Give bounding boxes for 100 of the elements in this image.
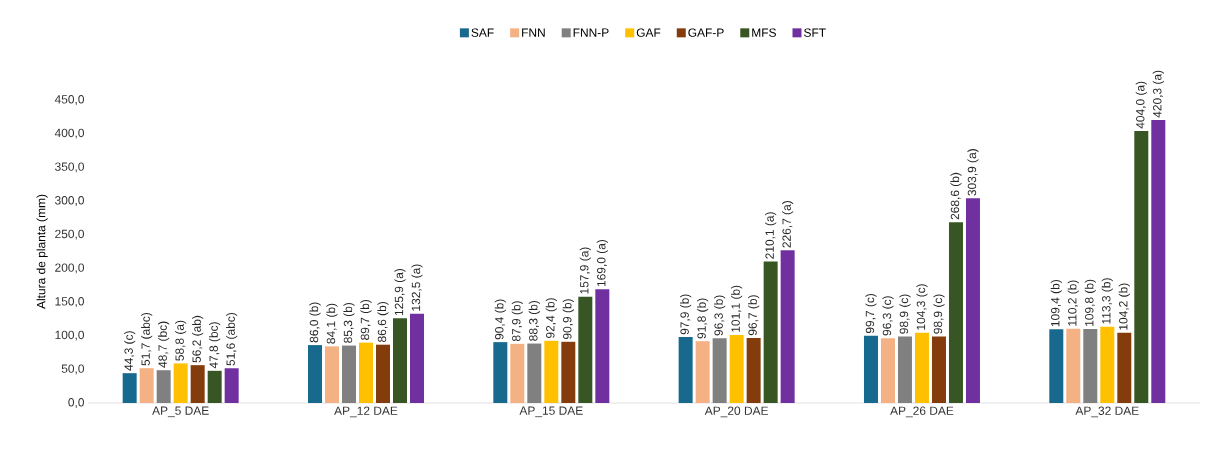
- y-tick-label: 50,0: [61, 364, 85, 375]
- bar: [780, 250, 795, 403]
- legend-label: GAF: [636, 28, 661, 37]
- data-label: 96,3 (b): [714, 295, 726, 336]
- bar: [965, 198, 980, 403]
- data-label: 125,9 (a): [394, 268, 406, 316]
- x-tick-label: AP_12 DAE: [334, 406, 398, 418]
- data-label: 91,8 (b): [697, 298, 709, 339]
- x-tick-label: AP_32 DAE: [1075, 406, 1139, 418]
- bar: [712, 338, 727, 403]
- bar: [207, 370, 222, 403]
- y-tick-label: 0,0: [68, 398, 85, 408]
- bar: [1049, 329, 1064, 403]
- data-label: 99,7 (c): [865, 293, 877, 334]
- data-label: 51,7 (abc): [141, 312, 153, 366]
- bar: [1083, 329, 1098, 403]
- bar: [307, 345, 322, 403]
- data-label: 86,0 (b): [309, 302, 321, 343]
- data-label: 58,8 (a): [175, 320, 187, 361]
- bar: [392, 318, 407, 403]
- data-label: 51,6 (abc): [226, 312, 238, 366]
- y-tick-label: 300,0: [55, 196, 85, 206]
- x-tick-label: AP_5 DAE: [152, 406, 209, 418]
- data-label: 96,3 (c): [882, 296, 894, 336]
- y-tick-label: 200,0: [55, 263, 85, 274]
- data-label: 109,4 (b): [1050, 280, 1062, 327]
- legend-label: FNN-P: [573, 28, 609, 37]
- data-label: 110,2 (b): [1067, 280, 1079, 326]
- data-label: 44,3 (c): [124, 331, 136, 371]
- y-tick-label: 250,0: [55, 229, 85, 240]
- data-label: 132,5 (a): [411, 264, 423, 311]
- data-label: 90,9 (b): [562, 299, 574, 340]
- data-label: 157,9 (a): [579, 247, 591, 294]
- bar: [678, 337, 693, 403]
- bar: [510, 343, 525, 403]
- y-tick-label: 400,0: [54, 128, 85, 139]
- x-tick-label: AP_15 DAE: [519, 406, 583, 418]
- bar: [931, 336, 946, 403]
- data-label: 90,4 (b): [494, 299, 506, 340]
- bar: [493, 342, 508, 403]
- y-tick-label: 100,0: [55, 330, 85, 341]
- bar: [409, 313, 424, 403]
- bar: [695, 341, 710, 403]
- data-label: 109,8 (b): [1084, 279, 1096, 326]
- data-label: 48,7 (bc): [158, 321, 170, 368]
- data-label: 85,3 (b): [343, 302, 355, 343]
- data-label: 47,8 (bc): [209, 322, 221, 369]
- data-label: 97,9 (b): [680, 294, 692, 335]
- data-label: 92,4 (b): [545, 298, 557, 339]
- data-label: 104,3 (c): [916, 284, 928, 330]
- bar: [156, 370, 171, 403]
- data-label: 87,9 (b): [511, 301, 523, 342]
- bar: [341, 345, 356, 403]
- data-label: 104,2 (b): [1118, 283, 1130, 330]
- bar: [897, 336, 912, 403]
- bar: [1117, 332, 1132, 403]
- x-tick-label: AP_20 DAE: [704, 406, 769, 418]
- bar: [358, 342, 373, 403]
- data-label: 226,7 (a): [782, 201, 794, 248]
- bar: [544, 340, 559, 403]
- data-label: 268,6 (b): [950, 172, 962, 220]
- bar: [173, 363, 188, 403]
- legend-label: FNN: [522, 28, 545, 37]
- data-label: 169,0 (a): [596, 239, 608, 287]
- bar: [578, 296, 593, 403]
- bar: [1151, 119, 1166, 403]
- bar: [746, 337, 761, 403]
- data-label: 101,1 (b): [731, 285, 743, 332]
- data-label: 86,6 (b): [377, 302, 389, 342]
- data-label: 420,3 (a): [1152, 70, 1164, 118]
- data-label: 113,3 (b): [1101, 278, 1113, 324]
- y-tick-label: 450,0: [54, 95, 85, 105]
- x-tick-label: AP_26 DAE: [890, 406, 954, 418]
- legend-label: GAF-P: [688, 28, 724, 37]
- bar: [1100, 326, 1115, 403]
- bar: [1134, 130, 1149, 403]
- y-tick-label: 150,0: [55, 297, 85, 307]
- bar: [190, 365, 205, 403]
- bar: [324, 346, 339, 403]
- bar: [139, 368, 154, 403]
- y-tick-label: 350,0: [55, 162, 85, 173]
- bar: [948, 222, 963, 403]
- bar: [880, 338, 895, 403]
- data-label: 56,2 (ab): [192, 315, 204, 363]
- data-label: 404,0 (a): [1135, 81, 1147, 129]
- data-label: 88,3 (b): [528, 300, 540, 341]
- data-label: 98,9 (c): [899, 294, 911, 334]
- y-axis-title: Altura de planta (mm): [36, 194, 48, 309]
- bar: [561, 341, 576, 403]
- data-label: 96,7 (b): [748, 295, 760, 336]
- bar: [763, 261, 778, 403]
- bar: [122, 373, 137, 403]
- bar: [375, 344, 390, 403]
- legend-label: SAF: [471, 28, 494, 37]
- data-label: 303,9 (a): [967, 149, 979, 196]
- legend-label: SFT: [804, 28, 826, 37]
- bar: [1066, 328, 1081, 403]
- data-label: 98,9 (c): [933, 294, 945, 334]
- data-label: 89,7 (b): [360, 299, 372, 340]
- bar: [527, 343, 542, 403]
